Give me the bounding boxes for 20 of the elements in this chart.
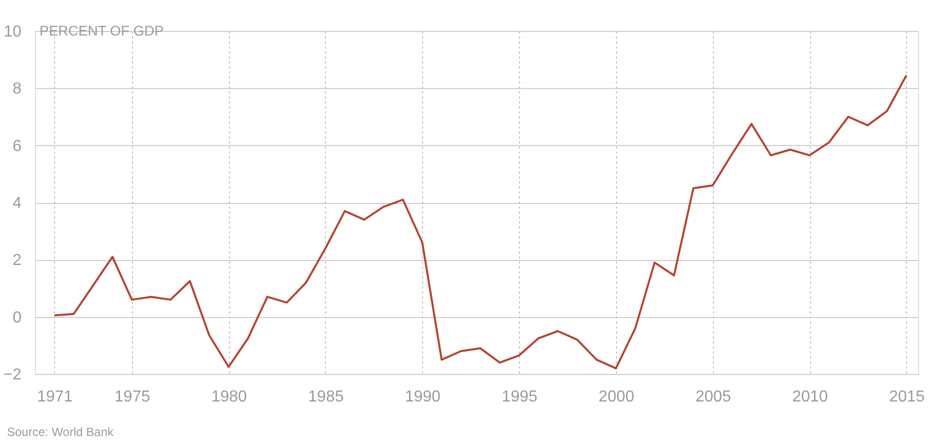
y-tick-label: 2 bbox=[12, 252, 22, 270]
x-tick-label: 2010 bbox=[792, 388, 828, 406]
y-tick-label: 10 bbox=[4, 24, 22, 40]
y-axis-title: PERCENT OF GDP bbox=[40, 22, 164, 38]
y-tick-label: −2 bbox=[3, 366, 22, 384]
x-tick-label: 1990 bbox=[404, 388, 441, 406]
y-tick-label: 6 bbox=[12, 138, 22, 155]
y-tick-label: 0 bbox=[12, 309, 22, 326]
y-tick-label: 8 bbox=[12, 80, 22, 98]
x-tick-label: 1980 bbox=[211, 388, 248, 406]
source-note: Source: World Bank bbox=[7, 425, 114, 439]
x-tick-label: 1985 bbox=[308, 388, 344, 406]
x-tick-label: 2005 bbox=[695, 388, 732, 406]
x-tick-label: 1975 bbox=[114, 388, 150, 406]
x-tick-label: 2000 bbox=[598, 388, 634, 406]
x-tick-label: 1995 bbox=[502, 388, 538, 406]
y-tick-label: 4 bbox=[12, 195, 22, 212]
x-tick-label: 2015 bbox=[889, 388, 925, 406]
x-tick-label: 1971 bbox=[37, 388, 73, 406]
line-series bbox=[53, 74, 908, 370]
